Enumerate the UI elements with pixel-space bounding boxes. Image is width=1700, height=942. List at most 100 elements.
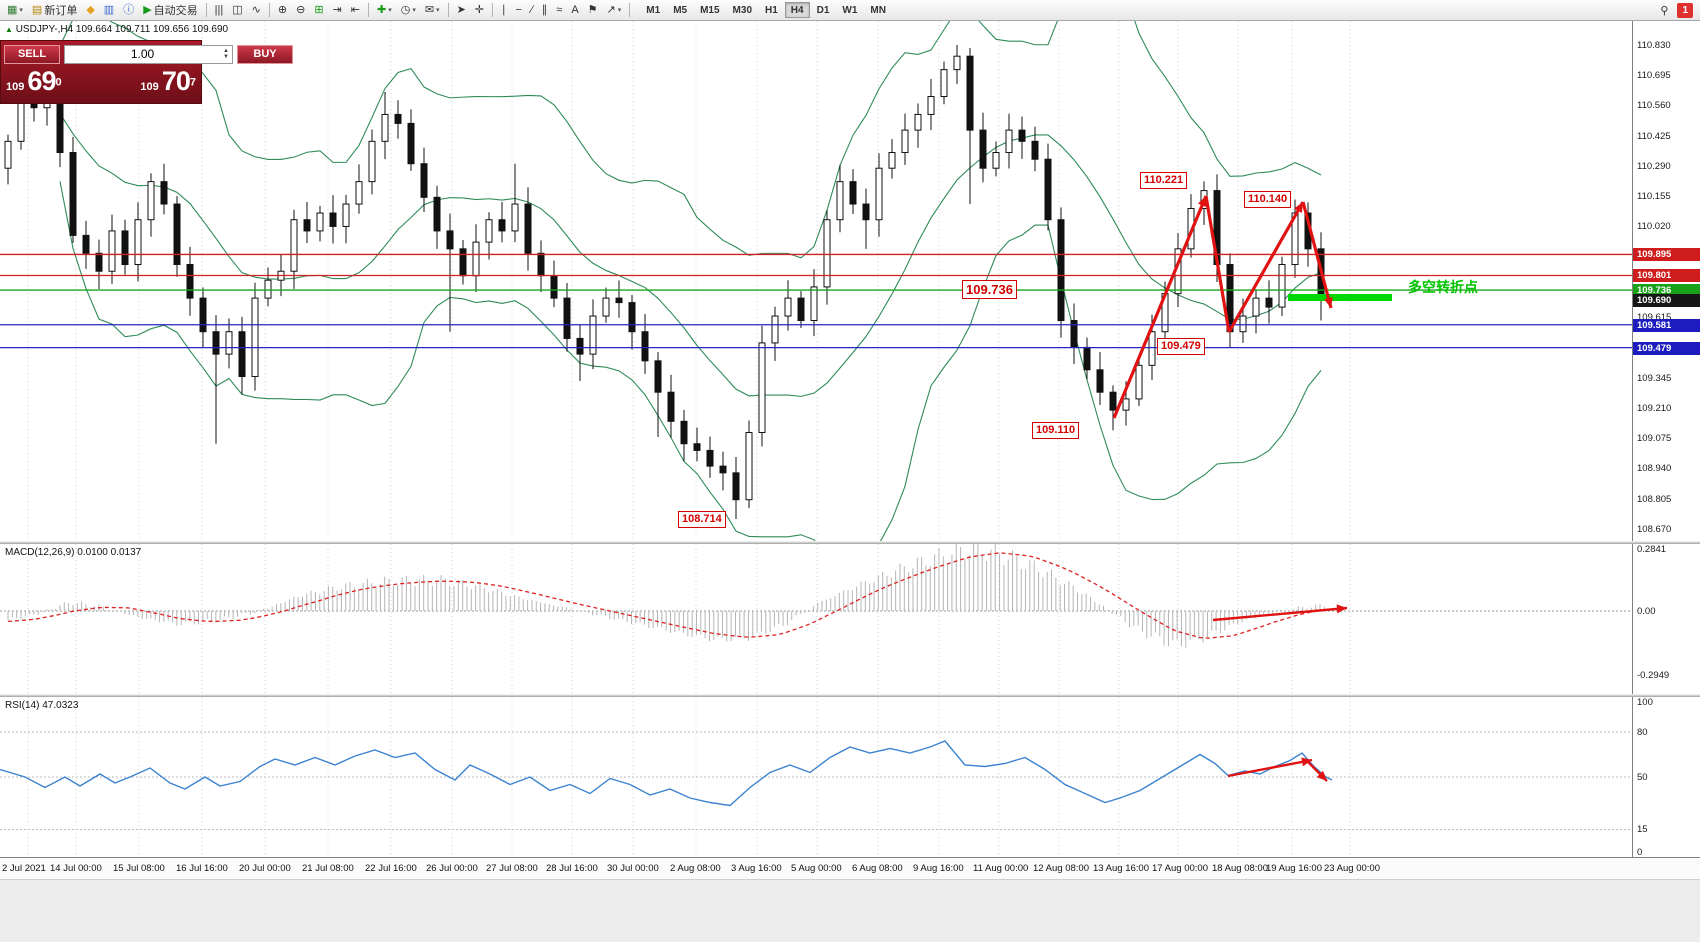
arrows-tool-button[interactable]: ↗ ▾ — [603, 2, 626, 19]
buy-button[interactable]: BUY — [237, 44, 293, 64]
macd-row: MACD(12,26,9) 0.0100 0.0137 0.2841 0.00 -0… — [0, 544, 1700, 694]
timeframe-m1[interactable]: M1 — [646, 5, 661, 16]
price-axis-label: 108.670 — [1637, 523, 1672, 535]
candlestick-chart[interactable] — [0, 21, 1632, 541]
price-axis-label: 109.210 — [1637, 402, 1672, 414]
volume-input[interactable] — [65, 47, 220, 61]
text-button[interactable]: A — [567, 2, 582, 19]
periods-icon: ◷ — [400, 3, 411, 16]
main-chart[interactable]: ▲ USDJPY-,H4 109.664 109.711 109.656 109… — [0, 21, 1632, 541]
new-chart-icon: ▦ — [7, 3, 18, 16]
candle — [524, 203, 532, 254]
macd-chart[interactable] — [0, 544, 1632, 694]
macd-panel[interactable]: MACD(12,26,9) 0.0100 0.0137 — [0, 544, 1632, 694]
price-axis-label: 110.425 — [1637, 130, 1671, 142]
candlestick-mode-button[interactable]: ◫ — [228, 2, 246, 19]
market-watch-icon: ▥ — [103, 3, 115, 16]
horizontal-line-button[interactable]: − — [512, 2, 526, 19]
chevron-down-icon: ▾ — [617, 7, 622, 14]
indicators-button[interactable]: ✚ ▾ — [373, 2, 396, 19]
zoom-in-button[interactable]: ⊕ — [274, 2, 291, 19]
line-chart-mode-button[interactable]: ∿ — [248, 2, 265, 19]
timeframe-mn[interactable]: MN — [870, 5, 886, 16]
zoom-out-button[interactable]: ⊖ — [292, 2, 309, 19]
zoom-out-icon: ⊖ — [296, 3, 306, 16]
price-tag: 109.690 — [1633, 294, 1700, 308]
zoom-in-icon: ⊕ — [277, 3, 288, 16]
candle — [95, 252, 103, 272]
periods-button[interactable]: ◷ ▾ — [397, 2, 420, 19]
profiles-button[interactable]: ◆ — [82, 2, 98, 19]
candle — [82, 234, 90, 254]
volume-stepper[interactable]: ▲ ▼ — [220, 48, 232, 60]
fibonacci-button[interactable]: ≈ — [552, 2, 566, 19]
price-axis[interactable]: 110.830 110.695 110.560 110.425 110.290 110.1… — [1632, 21, 1700, 541]
sell-button[interactable]: SELL — [4, 44, 60, 64]
data-window-icon: ⓘ — [123, 3, 135, 16]
notification-badge[interactable]: 1 — [1677, 2, 1693, 18]
profiles-icon: ◆ — [86, 3, 95, 16]
rsi-panel[interactable]: RSI(14) 47.0323 — [0, 697, 1632, 857]
panel-splitter[interactable] — [0, 694, 1700, 697]
arrows-tool-icon: ↗ — [606, 3, 616, 16]
candle — [849, 181, 857, 205]
timeframe-h4[interactable]: H4 — [784, 2, 810, 18]
toolbar-separator — [492, 3, 493, 17]
autotrading-button[interactable]: ▶ 自动交易 — [139, 2, 201, 19]
candle — [1044, 158, 1052, 221]
cursor-button[interactable]: ➤ — [453, 2, 470, 19]
chevron-down-icon: ▾ — [388, 7, 392, 14]
search-icon[interactable]: ⚲ — [1660, 4, 1669, 17]
data-window-button[interactable]: ⓘ — [119, 2, 138, 19]
horizontal-line-icon: − — [515, 3, 522, 16]
bar-chart-mode-button[interactable]: ||| — [211, 2, 228, 19]
chevron-down-icon: ▾ — [412, 7, 416, 14]
time-axis[interactable]: 2 Jul 2021 14 Jul 00:00 15 Jul 08:00 16 Jul… — [0, 857, 1700, 879]
chevron-down-icon: ▾ — [19, 7, 23, 14]
candlestick-mode-icon: ◫ — [232, 3, 243, 16]
timeframe-m15[interactable]: M15 — [700, 5, 720, 16]
tile-windows-button[interactable]: ⊞ — [310, 2, 327, 19]
templates-button[interactable]: ✉ ▾ — [421, 2, 444, 19]
arrowhead — [1316, 770, 1327, 781]
candle — [251, 297, 259, 378]
cursor-icon: ➤ — [456, 3, 466, 16]
new-chart-button[interactable]: ▦ ▾ — [3, 2, 27, 19]
trendline-button[interactable]: ∕ — [527, 2, 537, 19]
candle — [589, 315, 597, 355]
candle — [1148, 331, 1156, 366]
price-callout: 110.140 — [1244, 191, 1292, 208]
trend-arrow — [1204, 195, 1231, 333]
candle — [927, 96, 935, 115]
rsi-chart[interactable] — [0, 697, 1632, 857]
rsi-line — [0, 740, 1333, 807]
text-label-button[interactable]: ⚑ — [584, 2, 602, 19]
new-order-button[interactable]: ▤ 新订单 — [28, 2, 81, 19]
market-watch-button[interactable]: ▥ — [100, 2, 118, 19]
price-axis-label: 109.075 — [1637, 433, 1672, 445]
candle — [680, 420, 688, 445]
time-axis-label: 12 Aug 08:00 — [1033, 863, 1089, 874]
timeframe-h1[interactable]: H1 — [765, 5, 778, 16]
timeframe-m30[interactable]: M30 — [732, 5, 752, 16]
rsi-axis[interactable]: 100 80 50 15 0 — [1632, 697, 1700, 858]
timeframe-m5[interactable]: M5 — [673, 5, 688, 16]
time-axis-label: 14 Jul 00:00 — [50, 863, 102, 874]
crosshair-icon: ✛ — [474, 3, 484, 16]
vertical-line-button[interactable]: ∣ — [497, 2, 511, 19]
auto-scroll-button[interactable]: ⇥ — [329, 2, 346, 19]
timeframe-d1[interactable]: D1 — [816, 5, 830, 16]
time-axis-label: 27 Jul 08:00 — [486, 863, 538, 874]
candle — [706, 449, 714, 467]
timeframe-w1[interactable]: W1 — [842, 5, 858, 16]
macd-axis[interactable]: 0.2841 0.00 -0.2949 — [1632, 544, 1700, 694]
price-axis-label: 110.020 — [1637, 221, 1671, 233]
candle — [238, 331, 246, 378]
price-callout: 109.479 — [1157, 338, 1205, 355]
panel-splitter[interactable] — [0, 541, 1700, 544]
crosshair-button[interactable]: ✛ — [471, 2, 488, 19]
equidistant-channel-button[interactable]: ∥ — [538, 2, 552, 19]
chart-shift-button[interactable]: ⇤ — [347, 2, 364, 19]
arrow-down-icon: ▼ — [223, 54, 229, 60]
macd-axis-label: -0.2949 — [1637, 670, 1670, 681]
